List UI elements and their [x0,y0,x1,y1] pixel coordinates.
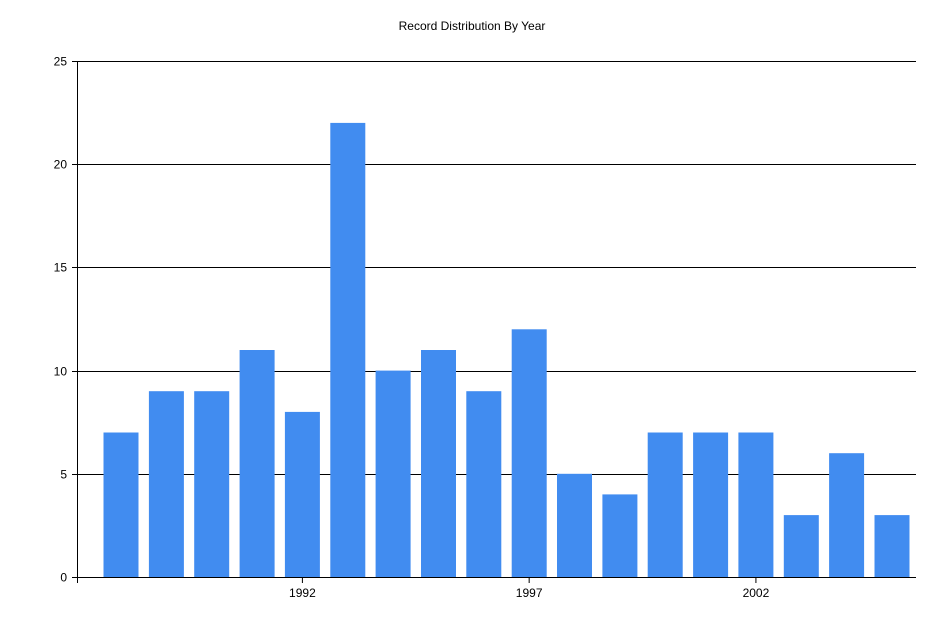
bar-1988 [103,432,139,577]
y-tick-label-15: 15 [54,261,68,275]
bar-2005 [874,515,910,577]
bar-1997 [511,329,547,577]
axes [77,61,916,583]
bar-2002 [738,432,774,577]
bar-2003 [783,515,819,577]
bar-1992 [284,411,320,577]
bar-1996 [466,391,502,577]
x-tick-label-1992: 1992 [289,586,316,600]
bars [103,122,910,578]
bar-1993 [330,122,366,578]
x-tick-label-2002: 2002 [743,586,770,600]
bar-1995 [421,350,456,577]
y-tick-label-0: 0 [60,571,67,585]
y-tick-label-25: 25 [54,55,68,69]
bar-2000 [647,432,683,577]
chart-title: Record Distribution By Year [399,19,546,33]
bar-1998 [557,473,592,577]
bar-2001 [693,432,729,577]
y-axis-tick-labels: 0 5 10 15 20 25 [54,55,68,585]
bar-1994 [375,370,411,577]
bar-1990 [194,391,230,577]
y-tick-label-10: 10 [54,365,68,379]
bar-1991 [239,350,275,577]
x-axis-tick-labels: 1992 1997 2002 [289,586,770,600]
bar-2004 [829,453,865,577]
bar-1999 [602,494,638,577]
bar-1989 [148,391,184,577]
y-tick-label-20: 20 [54,158,68,172]
y-tick-label-5: 5 [60,468,67,482]
x-tick-label-1997: 1997 [516,586,543,600]
